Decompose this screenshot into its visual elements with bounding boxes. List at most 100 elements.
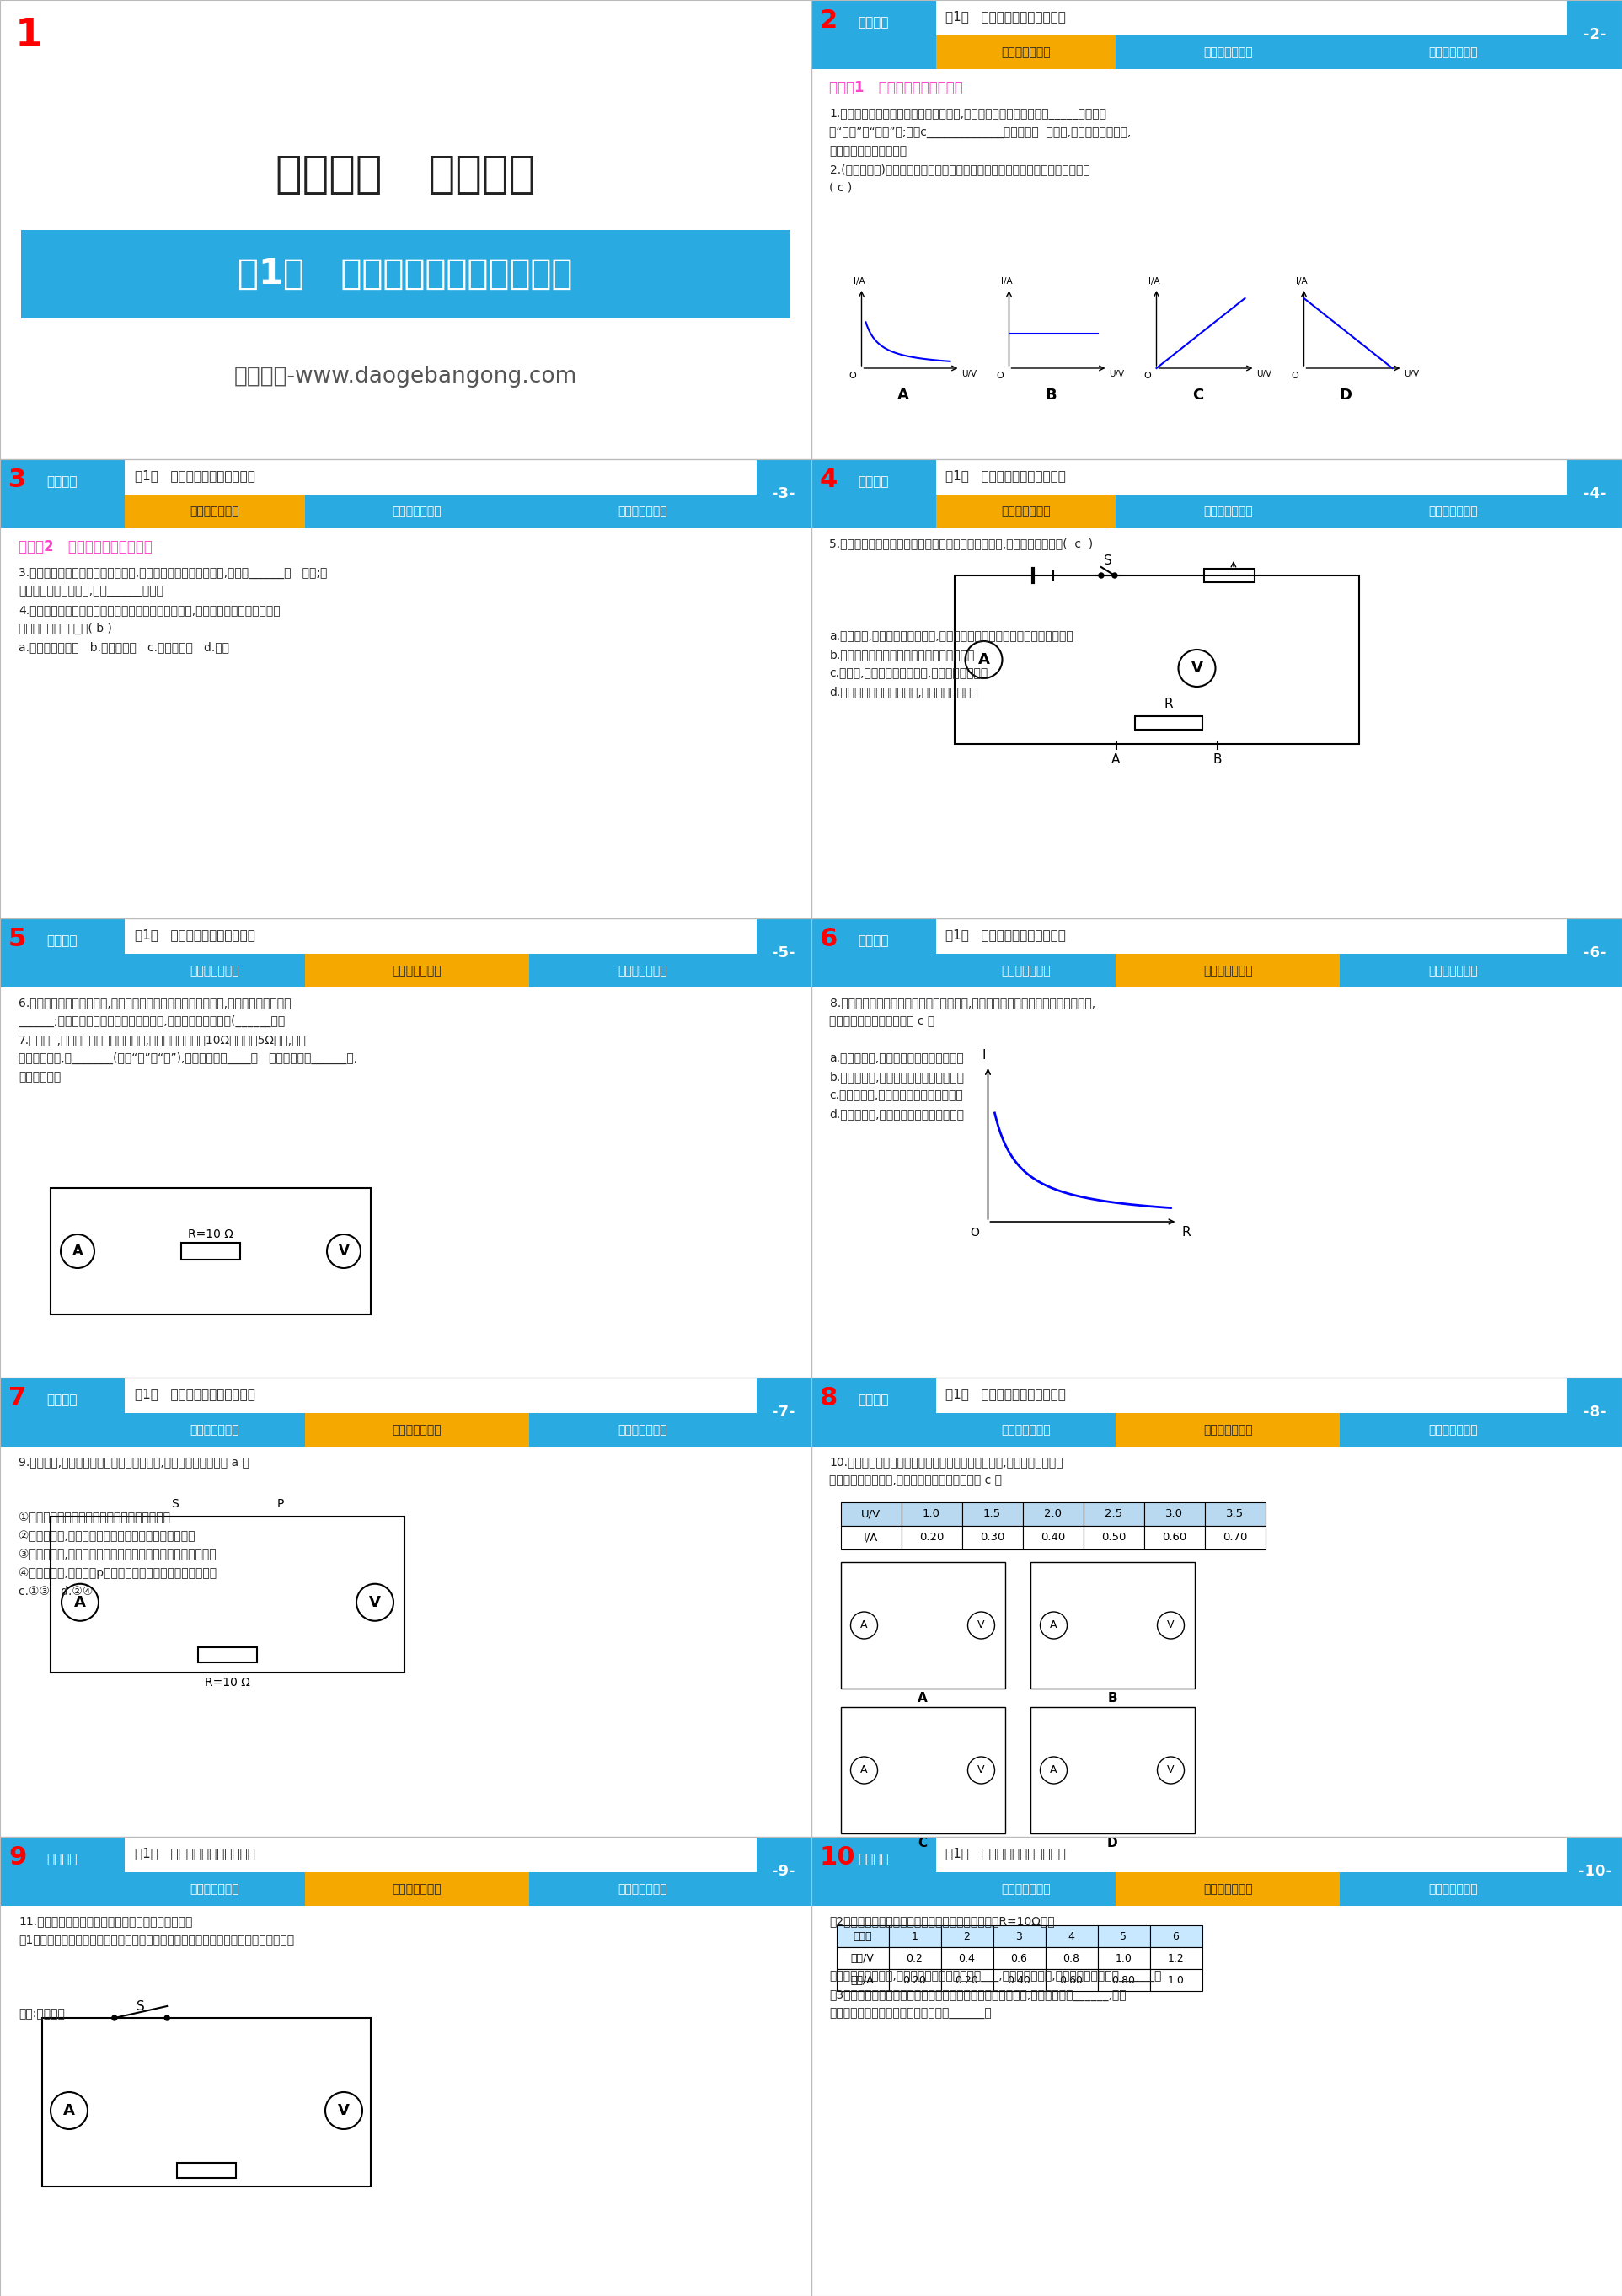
Text: 综合能力提升练: 综合能力提升练 xyxy=(1204,964,1252,976)
Text: R=10 Ω: R=10 Ω xyxy=(204,1676,250,1688)
Bar xyxy=(993,1947,1045,1970)
Text: 填“串联”或“并联”）;实验c_____________两端的电压  的方法,获得多组实验数据,: 填“串联”或“并联”）;实验c_____________两端的电压 的方法,获得… xyxy=(829,126,1132,138)
Bar xyxy=(0,0,811,459)
Text: d.电压一定时,电流随着电阻的增大而减小: d.电压一定时,电流随着电阻的增大而减小 xyxy=(829,1109,965,1120)
Text: 2.(凉山州中考)如图能正确反映通过某一定値电阻的电流与它两端电压的关系的是: 2.(凉山州中考)如图能正确反映通过某一定値电阻的电流与它两端电压的关系的是 xyxy=(829,163,1090,174)
Text: 第十七章: 第十七章 xyxy=(858,1394,889,1407)
Text: c.电压一定时,电流随着电阻的增大而减小: c.电压一定时,电流随着电阻的增大而减小 xyxy=(829,1088,963,1102)
Bar xyxy=(902,1502,962,1527)
Text: c.①③   d.②④: c.①③ d.②④ xyxy=(18,1587,92,1598)
Text: ( c ): ( c ) xyxy=(829,181,853,193)
Bar xyxy=(889,1947,941,1970)
Text: 9.如图所示,在探究电流与电阻的关系实验中,下列说法正确的是（ a ）: 9.如图所示,在探究电流与电阻的关系实验中,下列说法正确的是（ a ） xyxy=(18,1456,250,1467)
Text: 7: 7 xyxy=(8,1387,26,1410)
Text: B: B xyxy=(1108,1692,1118,1706)
Bar xyxy=(811,0,1622,459)
Text: 知识要点基础练: 知识要点基础练 xyxy=(1001,1424,1051,1435)
Text: 后一致为止。: 后一致为止。 xyxy=(18,1070,62,1084)
Bar xyxy=(936,1412,1116,1446)
Text: 5: 5 xyxy=(8,928,26,951)
Text: 拓展探究突破练: 拓展探究突破练 xyxy=(618,505,667,517)
Text: 拓展探究突破练: 拓展探究突破练 xyxy=(618,1424,667,1435)
Text: 3.0: 3.0 xyxy=(1165,1508,1182,1520)
Bar xyxy=(0,1378,125,1446)
Text: -4-: -4- xyxy=(1583,487,1606,501)
Bar xyxy=(529,1871,756,1906)
Bar xyxy=(0,1837,125,1906)
Text: V: V xyxy=(1168,1621,1174,1630)
Text: 第1节   电流与电压和电阻的关系: 第1节 电流与电压和电阻的关系 xyxy=(238,257,573,292)
Text: I/A: I/A xyxy=(1148,278,1160,285)
Bar xyxy=(1340,1871,1567,1906)
Text: 知识要点基础练: 知识要点基础练 xyxy=(190,1883,240,1894)
Bar xyxy=(1340,953,1567,987)
Text: O: O xyxy=(1144,372,1152,381)
Bar xyxy=(1340,494,1567,528)
Text: c.实验中,更换大阻値的电阻后,滑片适当向右移动: c.实验中,更换大阻値的电阻后,滑片适当向右移动 xyxy=(829,668,988,680)
Bar xyxy=(936,494,1116,528)
Text: A: A xyxy=(861,1621,868,1630)
Text: 2.0: 2.0 xyxy=(1045,1508,1062,1520)
Text: 0.40: 0.40 xyxy=(1040,1531,1066,1543)
Text: 5: 5 xyxy=(1121,1931,1127,1942)
Text: 第1节   电流与电压和电阻的关系: 第1节 电流与电压和电阻的关系 xyxy=(135,1848,255,1860)
Text: ④闭合开关后,移动滑片p的目的是多次测量取平均値减少误差: ④闭合开关后,移动滑片p的目的是多次测量取平均値减少误差 xyxy=(18,1568,217,1580)
Text: 第十七章: 第十七章 xyxy=(47,475,78,489)
Text: 4: 4 xyxy=(1067,1931,1075,1942)
Text: 究电流与电阻的关系时,需控______不变。: 究电流与电阻的关系时,需控______不变。 xyxy=(18,585,164,597)
Bar xyxy=(1022,1527,1083,1550)
Circle shape xyxy=(1098,574,1103,579)
Bar xyxy=(962,1502,1022,1527)
Text: 1.2: 1.2 xyxy=(1168,1952,1184,1963)
Text: 综合能力提升练: 综合能力提升练 xyxy=(1204,1883,1252,1894)
Text: 电流/A: 电流/A xyxy=(850,1975,874,1986)
Bar xyxy=(305,494,529,528)
Bar xyxy=(50,1518,404,1671)
Text: 0.70: 0.70 xyxy=(1223,1531,1247,1543)
Text: 第1节   电流与电压和电阻的关系: 第1节 电流与电压和电阻的关系 xyxy=(946,1389,1066,1401)
Bar xyxy=(0,1837,811,2296)
Text: 知识要点基础练: 知识要点基础练 xyxy=(1001,964,1051,976)
Text: -7-: -7- xyxy=(772,1405,795,1419)
Bar xyxy=(1030,1561,1194,1688)
Bar xyxy=(936,34,1116,69)
Text: V: V xyxy=(978,1621,985,1630)
Circle shape xyxy=(1113,574,1118,579)
Bar xyxy=(1045,1970,1098,1991)
Text: 拓展探究突破练: 拓展探究突破练 xyxy=(1429,46,1478,57)
Text: 阻两端的电压不变。实验得出的结论是______。: 阻两端的电压不变。实验得出的结论是______。 xyxy=(829,2007,993,2020)
Text: ③闭合开关后,移动滑片的作用是控制通过电阻的电压保持不变: ③闭合开关后,移动滑片的作用是控制通过电阻的电压保持不变 xyxy=(18,1548,216,1561)
Text: 知识要点基础练: 知识要点基础练 xyxy=(1001,505,1051,517)
Text: 8.某同学在探究电流跟电压、电阻的关系时,根据收集的数据画出了如图所示的图像,: 8.某同学在探究电流跟电压、电阻的关系时,根据收集的数据画出了如图所示的图像, xyxy=(829,996,1095,1008)
Text: b.电压一定时,电流随着电阻的增大而增大: b.电压一定时,电流随着电阻的增大而增大 xyxy=(829,1070,965,1084)
Text: 知识要点基础练: 知识要点基础练 xyxy=(1001,1883,1051,1894)
Text: 第1节   电流与电压和电阻的关系: 第1节 电流与电压和电阻的关系 xyxy=(946,930,1066,941)
Text: C: C xyxy=(1192,388,1204,402)
Text: 第十七章: 第十七章 xyxy=(858,475,889,489)
Bar xyxy=(1567,1378,1622,1446)
Text: 拓展探究突破练: 拓展探究突破练 xyxy=(1429,1883,1478,1894)
Text: d.实验的结论是电压一定时,电流与电阻成反比: d.实验的结论是电压一定时,电流与电阻成反比 xyxy=(829,687,978,698)
Bar xyxy=(1045,1926,1098,1947)
Bar xyxy=(125,1871,305,1906)
Bar xyxy=(198,1646,256,1662)
Bar xyxy=(1098,1970,1150,1991)
Bar xyxy=(1204,569,1254,583)
Text: 拓展探究突破练: 拓展探究突破练 xyxy=(1429,1424,1478,1435)
Text: S: S xyxy=(1105,553,1113,567)
Bar xyxy=(840,1502,902,1527)
Bar xyxy=(756,459,811,528)
Text: 3.5: 3.5 xyxy=(1226,1508,1244,1520)
Bar xyxy=(756,918,811,987)
Text: 答案:如图所示: 答案:如图所示 xyxy=(18,2007,65,2020)
Text: A: A xyxy=(71,1244,83,1258)
Text: 综合能力提升练: 综合能力提升练 xyxy=(1204,505,1252,517)
Text: 第1节   电流与电压和电阻的关系: 第1节 电流与电压和电阻的关系 xyxy=(135,1389,255,1401)
Text: -8-: -8- xyxy=(1583,1405,1606,1419)
Text: U/V: U/V xyxy=(962,370,976,379)
Text: -6-: -6- xyxy=(1583,946,1606,960)
Bar xyxy=(42,2018,371,2186)
Circle shape xyxy=(112,2016,117,2020)
Text: 3: 3 xyxy=(8,468,26,491)
Text: 第1节   电流与电压和电阻的关系: 第1节 电流与电压和电阻的关系 xyxy=(946,1848,1066,1860)
